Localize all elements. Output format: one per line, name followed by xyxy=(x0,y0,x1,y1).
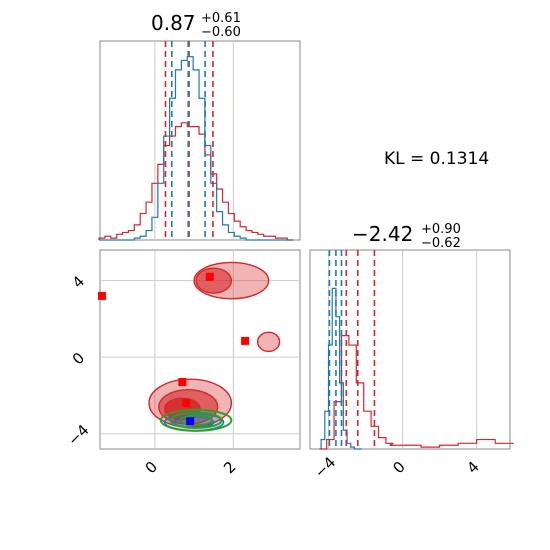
contour-ytick-2: 4 xyxy=(69,272,88,291)
top-histogram-frame xyxy=(99,40,301,241)
top-histogram-grid xyxy=(154,41,234,240)
top-title-plus: +0.61 xyxy=(201,11,241,26)
right-xtick-0: −4 xyxy=(311,453,339,481)
contour-ytick-1: 0 xyxy=(69,349,88,368)
contour-xtick-0: 0 xyxy=(142,458,161,477)
red-marker-2 xyxy=(241,336,250,345)
right-histogram-title: −2.42 +0.90 −0.62 xyxy=(352,222,461,251)
top-histogram-panel: 0.87 +0.61 −0.60 xyxy=(98,11,301,241)
right-histogram-panel: −4 0 4 −2.42 +0.90 −0.62 xyxy=(309,222,514,482)
top-histogram-title: 0.87 +0.61 −0.60 xyxy=(151,11,241,40)
right-title-value: −2.42 xyxy=(352,222,413,246)
right-title-plus: +0.90 xyxy=(421,222,461,237)
kl-annotation: KL = 0.1314 xyxy=(384,149,489,169)
right-histogram-series xyxy=(319,287,514,450)
right-histogram-quantile-lines xyxy=(328,250,376,449)
right-xtick-2: 4 xyxy=(463,458,482,477)
green-contour-0 xyxy=(159,408,233,432)
top-hist-red-series xyxy=(98,122,294,241)
right-hist-blue-series xyxy=(320,287,362,450)
red-marker-1 xyxy=(97,291,106,300)
right-hist-red-series xyxy=(319,335,514,450)
red-marker-4 xyxy=(182,399,191,408)
red-marker-3 xyxy=(178,378,187,387)
green-contour-1 xyxy=(169,411,223,429)
right-title-minus: −0.62 xyxy=(421,236,461,251)
red-contour-5 xyxy=(256,331,281,353)
right-histogram-tick-labels: −4 0 4 xyxy=(311,453,483,481)
green-contour-2 xyxy=(179,414,213,427)
contour-markers xyxy=(97,272,250,426)
top-title-value: 0.87 xyxy=(151,11,196,35)
top-histogram-series xyxy=(98,56,294,241)
top-histogram-quantile-lines xyxy=(164,41,214,240)
contour-ytick-0: −4 xyxy=(64,421,92,449)
right-xtick-1: 0 xyxy=(389,458,408,477)
red-marker-0 xyxy=(205,272,214,281)
top-title-minus: −0.60 xyxy=(201,25,241,40)
blue-marker-0 xyxy=(186,417,195,426)
top-hist-blue-series xyxy=(99,56,294,241)
contour-xtick-1: 2 xyxy=(220,458,239,477)
contour-panel: 0 2 −4 0 4 xyxy=(64,249,301,477)
